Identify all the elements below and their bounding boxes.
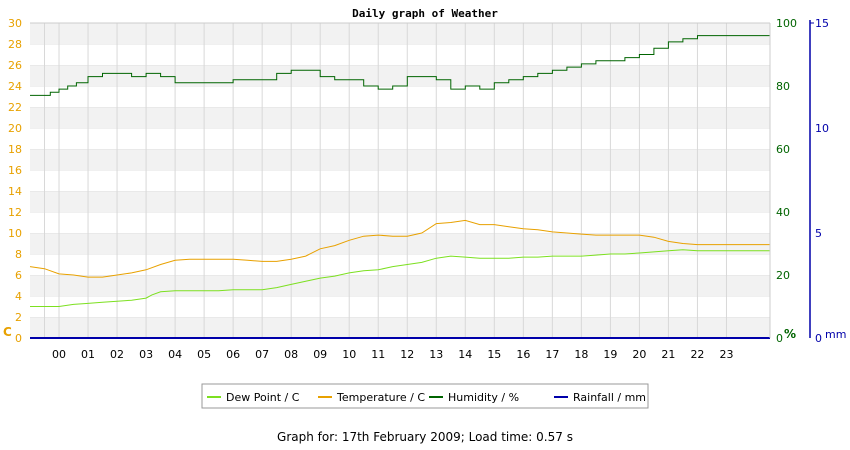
left-tick-label: 14 [8, 185, 22, 198]
x-tick-label: 05 [197, 348, 211, 361]
left-axis-unit: C [3, 325, 12, 339]
grid-band [30, 296, 770, 317]
humidity-tick-label: 100 [776, 17, 797, 30]
grid-band [30, 44, 770, 65]
series-line-humidity [30, 35, 770, 96]
left-tick-label: 2 [15, 311, 22, 324]
legend-box [201, 383, 649, 409]
grid-band [30, 212, 770, 233]
left-tick-label: 4 [15, 290, 22, 303]
x-tick-label: 04 [168, 348, 182, 361]
legend-label: Dew Point / C [226, 391, 300, 404]
x-tick-label: 13 [429, 348, 443, 361]
grid-band [30, 191, 770, 212]
grid-band [30, 233, 770, 254]
left-tick-label: 16 [8, 164, 22, 177]
x-tick-label: 03 [139, 348, 153, 361]
series-line-dew [30, 249, 770, 307]
legend: Dew Point / C Temperature / C Humidity / %… [201, 383, 649, 409]
x-tick-label: 08 [284, 348, 298, 361]
x-tick-label: 15 [487, 348, 501, 361]
x-tick-label: 20 [632, 348, 646, 361]
humidity-tick-label: 0 [776, 332, 783, 345]
legend-label: Humidity / % [448, 391, 519, 404]
grid-band [30, 23, 770, 44]
x-tick-label: 07 [255, 348, 269, 361]
grid-band [30, 170, 770, 191]
x-tick-label: 11 [371, 348, 385, 361]
x-tick-label: 02 [110, 348, 124, 361]
rain-axis-unit: mm [825, 328, 846, 341]
x-tick-label: 01 [81, 348, 95, 361]
left-tick-label: 24 [8, 80, 22, 93]
left-tick-label: 30 [8, 17, 22, 30]
x-tick-label: 14 [458, 348, 472, 361]
rain-tick-label: 15 [815, 17, 829, 30]
grid-band [30, 107, 770, 128]
x-tick-label: 09 [313, 348, 327, 361]
x-tick-label: 21 [661, 348, 675, 361]
humidity-tick-label: 80 [776, 80, 790, 93]
humidity-tick-label: 40 [776, 206, 790, 219]
x-tick-label: 18 [574, 348, 588, 361]
series-line-temperature [29, 219, 770, 278]
rain-tick-label: 10 [815, 122, 829, 135]
x-tick-label: 19 [603, 348, 617, 361]
left-tick-label: 0 [15, 332, 22, 345]
left-tick-label: 10 [8, 227, 22, 240]
footer-status: Graph for: 17th February 2009; Load time… [277, 430, 573, 444]
left-tick-label: 28 [8, 38, 22, 51]
x-tick-label: 10 [342, 348, 356, 361]
left-tick-label: 18 [8, 143, 22, 156]
legend-label: Rainfall / mm [573, 391, 646, 404]
x-tick-label: 22 [690, 348, 704, 361]
left-tick-label: 12 [8, 206, 22, 219]
left-tick-label: 22 [8, 101, 22, 114]
x-tick-label: 12 [400, 348, 414, 361]
x-tick-label: 23 [719, 348, 733, 361]
grid-band [30, 86, 770, 107]
chart-title: Daily graph of Weather [352, 7, 498, 20]
grid-band [30, 149, 770, 170]
x-tick-label: 00 [52, 348, 66, 361]
rain-tick-label: 5 [815, 227, 822, 240]
humidity-tick-label: 60 [776, 143, 790, 156]
grid-band [30, 65, 770, 86]
x-tick-label: 16 [516, 348, 530, 361]
grid-band [30, 317, 770, 338]
grid-band [30, 254, 770, 275]
grid-band [30, 275, 770, 296]
legend-label: Temperature / C [336, 391, 425, 404]
left-tick-label: 6 [15, 269, 22, 282]
left-tick-label: 8 [15, 248, 22, 261]
left-tick-label: 26 [8, 59, 22, 72]
humidity-tick-label: 20 [776, 269, 790, 282]
rain-tick-label: 0 [815, 332, 822, 345]
x-tick-label: 17 [545, 348, 559, 361]
x-tick-label: 06 [226, 348, 240, 361]
humidity-axis-unit: % [784, 327, 796, 341]
grid-band [30, 128, 770, 149]
left-tick-label: 20 [8, 122, 22, 135]
